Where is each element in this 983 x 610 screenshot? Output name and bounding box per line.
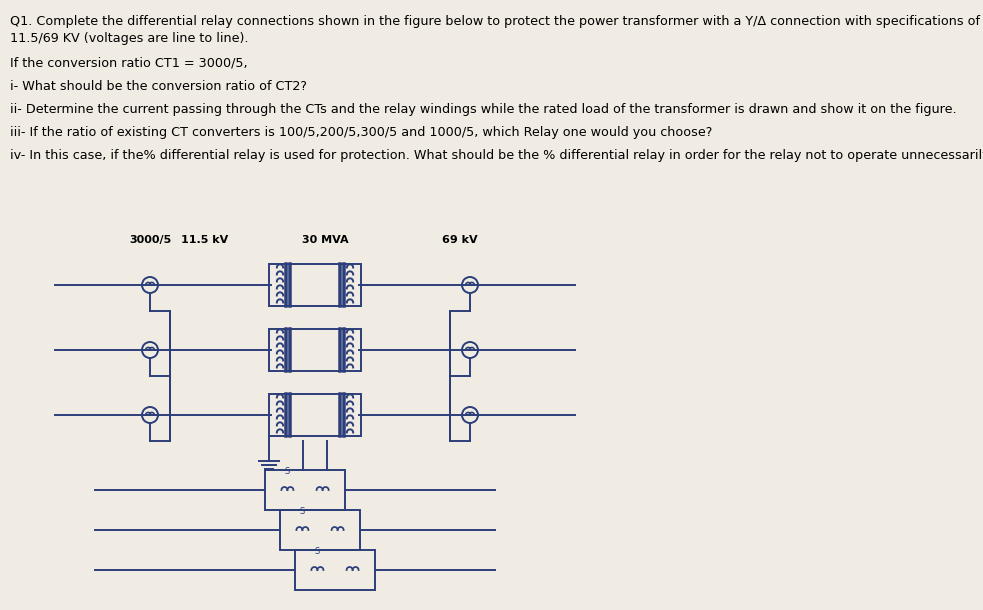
Text: If the conversion ratio CT1 = 3000/5,: If the conversion ratio CT1 = 3000/5, xyxy=(10,57,248,70)
Text: S: S xyxy=(315,547,320,556)
Bar xyxy=(269,394,361,436)
Bar xyxy=(269,329,361,371)
Text: iv- In this case, if the% differential relay is used for protection. What should: iv- In this case, if the% differential r… xyxy=(10,149,983,162)
Bar xyxy=(269,264,361,306)
Text: ii- Determine the current passing through the CTs and the relay windings while t: ii- Determine the current passing throug… xyxy=(10,103,956,116)
Text: S: S xyxy=(285,467,290,476)
Text: 11.5 kV: 11.5 kV xyxy=(182,235,229,245)
Bar xyxy=(280,510,360,550)
Text: i- What should be the conversion ratio of CT2?: i- What should be the conversion ratio o… xyxy=(10,80,307,93)
Text: 3000/5: 3000/5 xyxy=(129,235,171,245)
Text: S: S xyxy=(300,507,305,516)
Bar xyxy=(295,550,375,590)
Text: Q1. Complete the differential relay connections shown in the figure below to pro: Q1. Complete the differential relay conn… xyxy=(10,15,983,28)
Text: 11.5/69 KV (voltages are line to line).: 11.5/69 KV (voltages are line to line). xyxy=(10,32,249,45)
Text: iii- If the ratio of existing CT converters is 100/5,200/5,300/5 and 1000/5, whi: iii- If the ratio of existing CT convert… xyxy=(10,126,713,139)
Bar xyxy=(265,470,345,510)
Text: 30 MVA: 30 MVA xyxy=(302,235,348,245)
Text: 69 kV: 69 kV xyxy=(442,235,478,245)
